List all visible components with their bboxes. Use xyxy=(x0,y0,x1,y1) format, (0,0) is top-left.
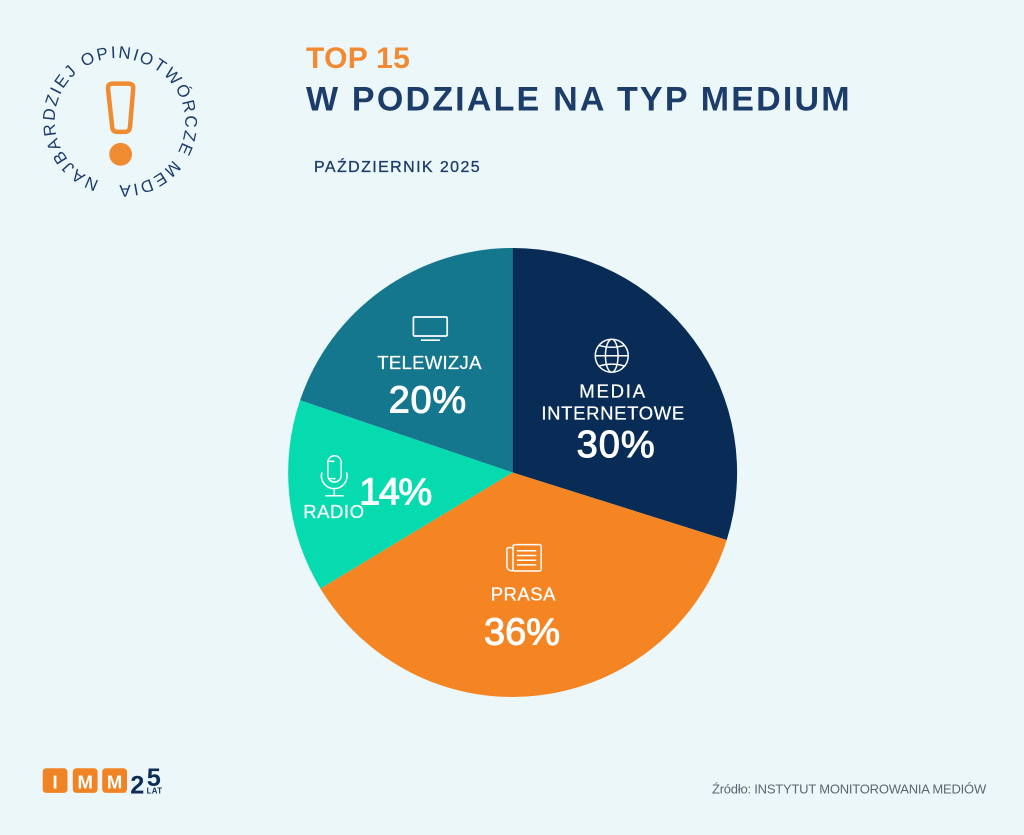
svg-text:TELEWIZJA: TELEWIZJA xyxy=(377,352,482,373)
svg-text:LAT: LAT xyxy=(147,786,163,795)
svg-text:MEDIA: MEDIA xyxy=(579,381,647,402)
svg-text:2: 2 xyxy=(130,771,144,799)
svg-text:INTERNETOWE: INTERNETOWE xyxy=(541,402,685,423)
svg-text:Źródło: INSTYTUT MONITOROWANIA: Źródło: INSTYTUT MONITOROWANIA MEDIÓW xyxy=(712,782,987,797)
svg-text:I: I xyxy=(53,771,58,792)
svg-text:TOP 15: TOP 15 xyxy=(306,42,410,75)
svg-text:36%: 36% xyxy=(484,612,560,654)
svg-text:PRASA: PRASA xyxy=(491,584,556,605)
svg-text:PAŹDZIERNIK 2025: PAŹDZIERNIK 2025 xyxy=(314,157,481,176)
svg-text:5: 5 xyxy=(147,764,161,792)
svg-text:30%: 30% xyxy=(577,424,656,466)
svg-text:RADIO: RADIO xyxy=(303,501,364,522)
svg-text:M: M xyxy=(107,771,122,792)
svg-text:M: M xyxy=(77,771,92,792)
svg-text:14%: 14% xyxy=(359,471,431,513)
svg-text:W PODZIALE NA TYP MEDIUM: W PODZIALE NA TYP MEDIUM xyxy=(306,81,852,119)
svg-text:20%: 20% xyxy=(389,380,467,422)
